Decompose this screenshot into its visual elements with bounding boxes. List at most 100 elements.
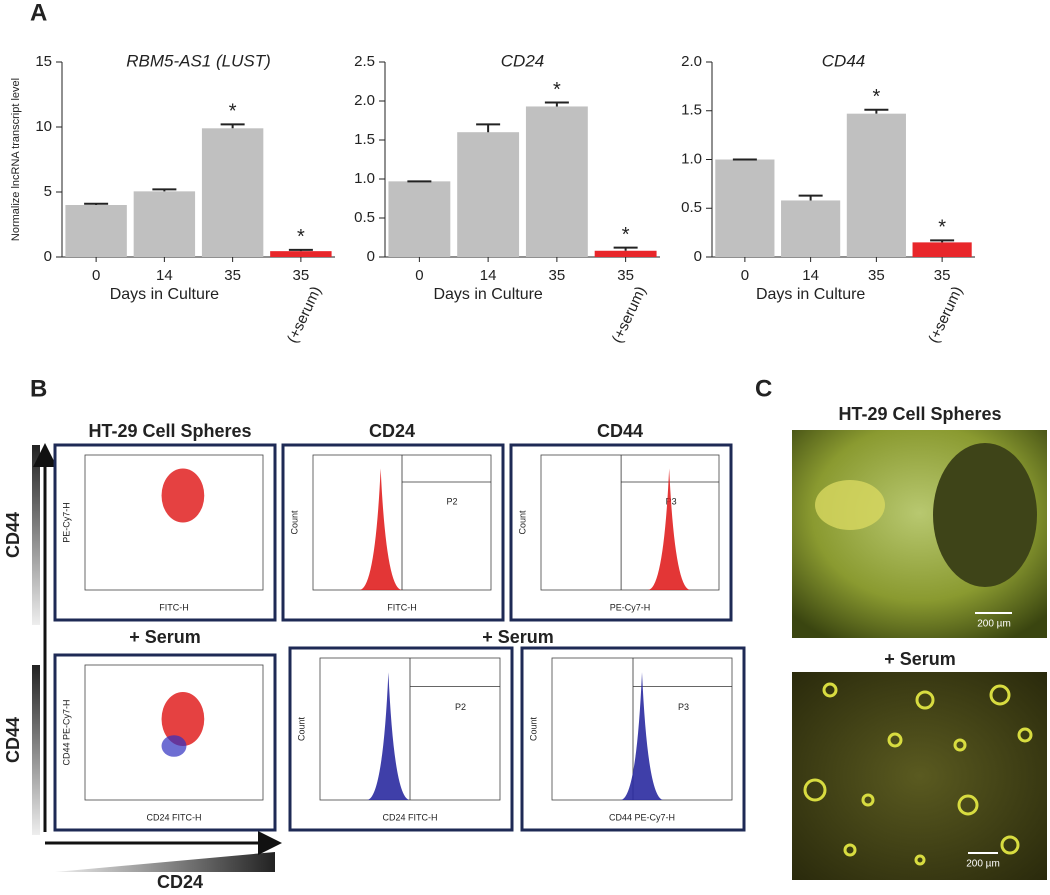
significance: * bbox=[229, 101, 237, 123]
bar bbox=[65, 205, 127, 257]
bar bbox=[388, 181, 451, 257]
bar bbox=[781, 200, 841, 257]
significance: * bbox=[622, 224, 630, 246]
y-tick-label: 2.5 bbox=[354, 53, 375, 70]
x-axis-label: Days in Culture bbox=[433, 286, 542, 303]
error-bar bbox=[864, 108, 889, 114]
plot-area bbox=[540, 454, 720, 591]
error-bar bbox=[613, 246, 638, 251]
gradient bbox=[32, 665, 40, 835]
bar bbox=[912, 242, 972, 257]
x-tick-label: 35 bbox=[617, 267, 634, 284]
image-title: + Serum bbox=[884, 649, 956, 669]
x-tick-label: 35 bbox=[868, 267, 885, 284]
y-tick-label: 0 bbox=[367, 248, 375, 265]
histogram bbox=[647, 468, 691, 590]
error-bar bbox=[476, 123, 501, 133]
gate bbox=[620, 455, 719, 590]
error-bar bbox=[220, 123, 245, 129]
plot-frame bbox=[53, 443, 277, 622]
x-tick-label: 35 bbox=[549, 267, 566, 284]
gate bbox=[401, 455, 491, 590]
y-axis-label: CD44 PE-Cy7-H bbox=[61, 699, 71, 765]
histogram bbox=[620, 672, 664, 800]
y-tick-label: 0 bbox=[694, 248, 702, 265]
column-title: CD24 bbox=[369, 421, 415, 441]
column-title: CD44 bbox=[597, 421, 643, 441]
panel-letter: B bbox=[30, 375, 47, 402]
error-bar bbox=[544, 101, 569, 107]
y-tick-label: 1.0 bbox=[681, 150, 702, 167]
y-axis-label: Normalize lncRNA transcript level bbox=[10, 78, 22, 241]
y-tick-label: 1.0 bbox=[354, 170, 375, 187]
sphere bbox=[815, 480, 885, 530]
error-bar bbox=[84, 202, 109, 205]
x-tick-label: 35 bbox=[224, 267, 241, 284]
significance: * bbox=[938, 217, 946, 239]
x-tick-sublabel: (+serum) bbox=[284, 284, 325, 346]
y-tick-label: 0 bbox=[44, 248, 52, 265]
x-tick-label: 0 bbox=[415, 267, 423, 284]
gate bbox=[409, 658, 500, 800]
y-axis-label: Count bbox=[289, 510, 299, 535]
panel-letter: A bbox=[30, 0, 47, 26]
x-tick-label: 14 bbox=[802, 267, 819, 284]
x-axis-label: Days in Culture bbox=[110, 286, 219, 303]
x-tick-sublabel: (+serum) bbox=[925, 284, 966, 346]
gate-label: P3 bbox=[666, 497, 677, 507]
row-title: + Serum bbox=[482, 627, 554, 647]
cell-clusters bbox=[803, 682, 1033, 866]
plot-frame bbox=[281, 443, 505, 622]
histogram bbox=[366, 672, 410, 800]
panel-c: HT-29 Cell Spheres 200 µm + Serum 200 µm bbox=[792, 404, 1047, 880]
bar bbox=[133, 191, 196, 257]
scale-label: 200 µm bbox=[966, 859, 1000, 870]
x-axis-label: Days in Culture bbox=[756, 286, 865, 303]
bar bbox=[457, 132, 520, 257]
column-title: HT-29 Cell Spheres bbox=[88, 421, 251, 441]
y-axis-label: Count bbox=[528, 717, 538, 742]
bar bbox=[270, 251, 332, 257]
chart-title: RBM5-AS1 (LUST) bbox=[126, 51, 271, 70]
x-tick-label: 35 bbox=[934, 267, 951, 284]
gradient bbox=[55, 852, 275, 872]
row-title: + Serum bbox=[129, 627, 201, 647]
error-bar bbox=[798, 194, 823, 201]
error-bar bbox=[288, 248, 313, 252]
y-axis-label: Count bbox=[517, 510, 527, 535]
panel-b: HT-29 Cell Spheres CD24 CD44 + Serum + S… bbox=[3, 421, 746, 892]
plot-frame bbox=[288, 646, 514, 832]
chart-title: CD44 bbox=[822, 51, 865, 70]
significance: * bbox=[872, 86, 880, 108]
panel-letter: C bbox=[755, 375, 772, 402]
event-cloud bbox=[161, 692, 205, 746]
x-tick-label: 14 bbox=[156, 267, 173, 284]
histogram bbox=[359, 468, 402, 590]
axis-label: CD44 bbox=[3, 512, 23, 558]
x-axis-label: PE-Cy7-H bbox=[610, 602, 651, 612]
y-tick-label: 2.0 bbox=[354, 92, 375, 109]
chart-title: CD24 bbox=[501, 51, 544, 70]
axis-label: CD24 bbox=[157, 872, 203, 892]
y-tick-label: 2.0 bbox=[681, 53, 702, 70]
micrograph bbox=[792, 672, 1047, 880]
significance: * bbox=[297, 226, 305, 248]
bar bbox=[201, 128, 264, 257]
y-tick-label: 15 bbox=[35, 53, 52, 70]
plot-area bbox=[84, 454, 264, 591]
event-cloud bbox=[161, 735, 187, 757]
x-axis-label: CD24 FITC-H bbox=[382, 812, 437, 822]
sphere bbox=[933, 443, 1037, 587]
error-bar bbox=[152, 188, 177, 192]
scale-label: 200 µm bbox=[977, 619, 1011, 630]
y-tick-label: 1.5 bbox=[681, 102, 702, 119]
gate-label: P3 bbox=[678, 702, 689, 712]
x-tick-label: 35 bbox=[293, 267, 310, 284]
y-tick-label: 0.5 bbox=[681, 199, 702, 216]
bar bbox=[846, 113, 906, 257]
x-axis-label: CD44 PE-Cy7-H bbox=[609, 812, 675, 822]
x-axis-label: FITC-H bbox=[159, 602, 189, 612]
x-tick-label: 0 bbox=[92, 267, 100, 284]
x-axis-label: FITC-H bbox=[387, 602, 417, 612]
